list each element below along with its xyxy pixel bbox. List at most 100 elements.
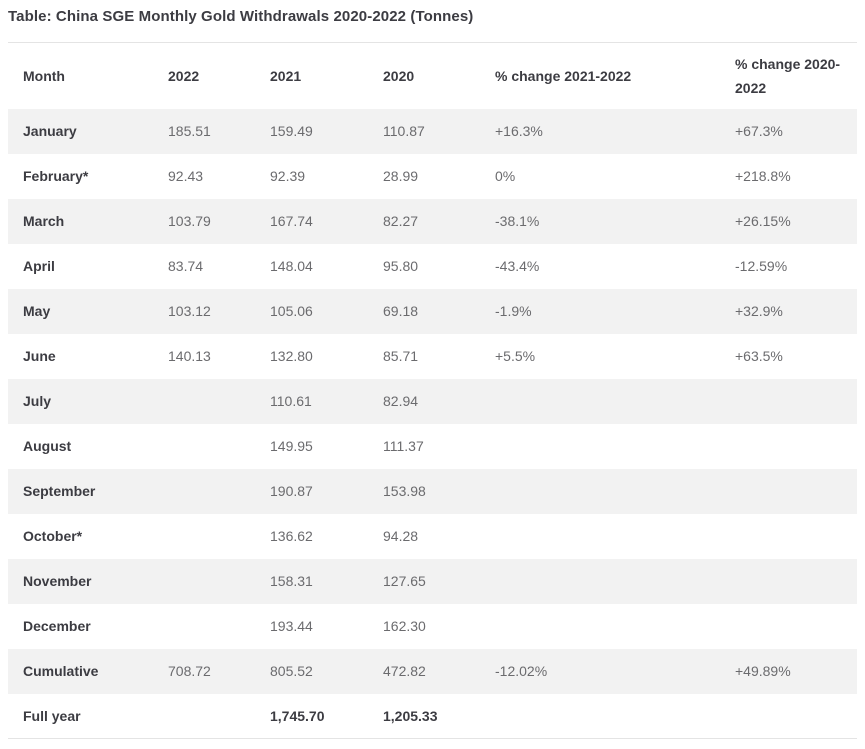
value-cell: 136.62 <box>270 528 313 544</box>
value-cell <box>720 694 857 739</box>
value-cell: 1,205.33 <box>383 707 438 724</box>
month-cell: Full year <box>23 707 81 724</box>
value-cell: 105.06 <box>270 303 313 319</box>
value-cell: 167.74 <box>270 213 313 229</box>
table-row: February* 92.43 92.39 28.99 0% +218.8% <box>8 153 857 199</box>
table-row: August 149.95 111.37 <box>8 423 857 469</box>
value-cell: 132.80 <box>270 348 313 364</box>
page-title: Table: China SGE Monthly Gold Withdrawal… <box>8 8 474 25</box>
month-cell: April <box>23 258 55 274</box>
month-cell: July <box>23 393 52 409</box>
table-header: Month 2022 2021 2020 % change 2021-2022 … <box>8 42 857 109</box>
value-cell: 1,745.70 <box>270 707 325 724</box>
header-row: Month 2022 2021 2020 % change 2021-2022 … <box>8 42 857 109</box>
value-cell: 149.95 <box>270 438 313 454</box>
value-cell <box>480 559 720 604</box>
value-cell: 110.61 <box>270 393 312 409</box>
value-cell: +5.5% <box>495 348 536 364</box>
value-cell: -43.4% <box>495 258 540 274</box>
value-cell: -12.59% <box>735 258 788 274</box>
value-cell <box>153 514 255 559</box>
value-cell: 103.12 <box>168 303 211 319</box>
value-cell: +49.89% <box>735 663 791 679</box>
value-cell: 92.39 <box>270 168 306 184</box>
value-cell: 94.28 <box>383 528 419 544</box>
value-cell <box>720 604 857 649</box>
value-cell <box>153 694 255 739</box>
value-cell <box>480 424 720 469</box>
column-header-pct-change-2020-2022: % change 2020-2022 <box>720 42 857 109</box>
value-cell: 69.18 <box>383 303 419 319</box>
column-header-2022: 2022 <box>153 42 255 109</box>
value-cell <box>480 694 720 739</box>
column-header-month: Month <box>8 42 153 109</box>
value-cell <box>720 424 857 469</box>
value-cell: 185.51 <box>168 123 211 139</box>
month-cell: June <box>23 348 56 364</box>
value-cell <box>720 559 857 604</box>
table-row: July 110.61 82.94 <box>8 378 857 424</box>
value-cell <box>153 604 255 649</box>
table-row: November 158.31 127.65 <box>8 558 857 604</box>
value-cell: 103.79 <box>168 213 211 229</box>
value-cell <box>480 379 720 424</box>
value-cell: 110.87 <box>383 123 425 139</box>
value-cell: +63.5% <box>735 348 783 364</box>
table-row: April 83.74 148.04 95.80 -43.4% -12.59% <box>8 243 857 289</box>
value-cell <box>480 604 720 649</box>
value-cell: 28.99 <box>383 168 419 184</box>
value-cell: +32.9% <box>735 303 783 319</box>
month-cell: May <box>23 303 51 319</box>
value-cell <box>153 424 255 469</box>
value-cell: 153.98 <box>383 483 426 499</box>
table-row: Full year 1,745.70 1,205.33 <box>8 693 857 739</box>
value-cell: 159.49 <box>270 123 313 139</box>
value-cell <box>480 514 720 559</box>
value-cell: -38.1% <box>495 213 540 229</box>
value-cell: 82.27 <box>383 213 419 229</box>
value-cell: -1.9% <box>495 303 532 319</box>
month-cell: December <box>23 618 91 634</box>
month-cell: September <box>23 483 96 499</box>
value-cell <box>720 514 857 559</box>
table-row: Cumulative 708.72 805.52 472.82 -12.02% +49.8… <box>8 648 857 694</box>
table-row: January 185.51 159.49 110.87 +16.3% +67.3% <box>8 108 857 154</box>
value-cell: 95.80 <box>383 258 419 274</box>
table-row: May 103.12 105.06 69.18 -1.9% +32.9% <box>8 288 857 334</box>
column-header-2021: 2021 <box>255 42 368 109</box>
value-cell: 190.87 <box>270 483 313 499</box>
value-cell: +26.15% <box>735 213 791 229</box>
table-row: October* 136.62 94.28 <box>8 513 857 559</box>
table-row: September 190.87 153.98 <box>8 468 857 514</box>
value-cell <box>480 469 720 514</box>
value-cell: 82.94 <box>383 393 419 409</box>
table-body: January 185.51 159.49 110.87 +16.3% +67.3% Feb… <box>8 108 857 739</box>
value-cell: 85.71 <box>383 348 419 364</box>
value-cell: 92.43 <box>168 168 204 184</box>
value-cell: +16.3% <box>495 123 543 139</box>
month-cell: October* <box>23 528 83 544</box>
value-cell: 148.04 <box>270 258 313 274</box>
value-cell: 193.44 <box>270 618 313 634</box>
month-cell: February* <box>23 168 89 184</box>
value-cell: 111.37 <box>383 438 424 454</box>
month-cell: November <box>23 573 92 589</box>
month-cell: August <box>23 438 72 454</box>
month-cell: Cumulative <box>23 663 99 679</box>
value-cell: 708.72 <box>168 663 211 679</box>
table-row: December 193.44 162.30 <box>8 603 857 649</box>
value-cell: -12.02% <box>495 663 548 679</box>
value-cell <box>153 559 255 604</box>
value-cell: 158.31 <box>270 573 313 589</box>
value-cell <box>153 469 255 514</box>
value-cell: 83.74 <box>168 258 204 274</box>
value-cell: +218.8% <box>735 168 791 184</box>
value-cell: 140.13 <box>168 348 211 364</box>
month-cell: March <box>23 213 65 229</box>
table-row: March 103.79 167.74 82.27 -38.1% +26.15% <box>8 198 857 244</box>
table-row: June 140.13 132.80 85.71 +5.5% +63.5% <box>8 333 857 379</box>
value-cell: 472.82 <box>383 663 426 679</box>
value-cell: 162.30 <box>383 618 426 634</box>
column-header-pct-change-2021-2022: % change 2021-2022 <box>480 42 720 109</box>
